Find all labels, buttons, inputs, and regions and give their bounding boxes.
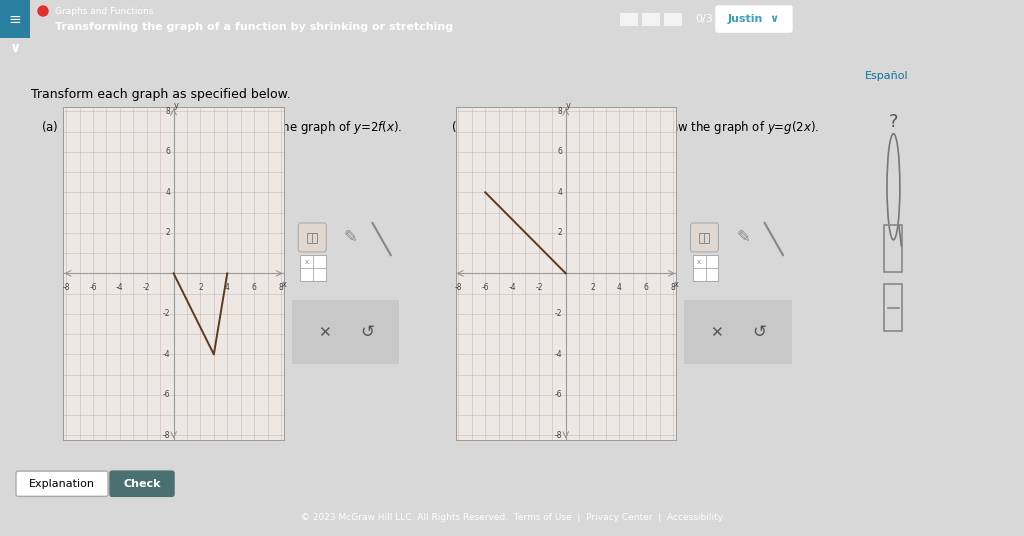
Text: ✕: ✕ [317,325,331,340]
Text: Check: Check [123,479,161,489]
Bar [620,13,638,26]
Text: (b)  The graph of $y$=$g$($x$) is shown. Draw the graph of $y$=$g$(2$x$).: (b) The graph of $y$=$g$($x$) is shown. … [451,119,819,136]
Text: Transform each graph as specified below.: Transform each graph as specified below. [31,88,291,101]
Text: -6: -6 [89,284,97,293]
Text: ✕: ✕ [710,325,723,340]
FancyBboxPatch shape [110,471,174,496]
Text: x: x [282,280,287,289]
FancyBboxPatch shape [16,471,108,496]
Text: -2: -2 [163,309,170,318]
Text: ↺: ↺ [360,323,374,341]
Bar [885,225,902,272]
Text: x: x [674,280,679,289]
Text: 4: 4 [557,188,562,197]
Text: ↺: ↺ [753,323,766,341]
Text: -8: -8 [455,284,462,293]
Text: Español: Español [865,71,909,80]
Text: -8: -8 [163,431,170,440]
FancyBboxPatch shape [690,223,719,252]
Text: 8: 8 [671,284,676,293]
Bar [684,300,792,364]
Text: 6: 6 [644,284,649,293]
Text: ✎: ✎ [344,228,358,247]
Text: -4: -4 [163,350,170,359]
Bar [692,255,719,281]
Text: Explanation: Explanation [29,479,95,489]
Text: ∨: ∨ [10,41,22,55]
Text: -6: -6 [555,390,562,399]
Text: 8: 8 [279,284,284,293]
Bar [0,0,30,38]
Text: 6: 6 [165,147,170,157]
Circle shape [38,6,48,16]
Text: 6: 6 [252,284,257,293]
Text: Graphs and Functions: Graphs and Functions [55,6,154,16]
Text: 0/3: 0/3 [695,14,713,24]
Bar [664,13,682,26]
Bar [292,300,399,364]
Text: -4: -4 [508,284,516,293]
Text: ◫: ◫ [698,230,711,244]
Bar [300,255,327,281]
Text: -4: -4 [116,284,124,293]
FancyBboxPatch shape [298,223,327,252]
Text: y: y [566,101,571,110]
Text: -2: -2 [143,284,151,293]
Bar [885,284,902,331]
Text: Transforming the graph of a function by shrinking or stretching: Transforming the graph of a function by … [55,22,454,32]
Text: 2: 2 [590,284,595,293]
Text: Justin  ∨: Justin ∨ [728,14,780,24]
Text: 4: 4 [617,284,622,293]
Text: -6: -6 [163,390,170,399]
Text: ✎: ✎ [736,228,751,247]
Text: 4: 4 [165,188,170,197]
Text: y: y [174,101,179,110]
Text: -2: -2 [555,309,562,318]
Text: ?: ? [889,113,898,131]
Text: 8: 8 [166,107,170,116]
Text: 6: 6 [557,147,562,157]
Text: 2: 2 [166,228,170,237]
Text: 2: 2 [198,284,203,293]
Text: x: x [697,258,701,265]
Text: -2: -2 [536,284,543,293]
Text: -8: -8 [555,431,562,440]
Text: ◫: ◫ [306,230,318,244]
Text: (a)  The graph of $y$=$f$($x$) is shown. Draw the graph of $y$=2$f$($x$).: (a) The graph of $y$=$f$($x$) is shown. … [41,119,402,136]
Text: 8: 8 [558,107,562,116]
Text: ≡: ≡ [8,12,22,26]
Text: x: x [305,258,309,265]
Text: 4: 4 [225,284,229,293]
Text: -8: -8 [62,284,70,293]
Text: © 2023 McGraw Hill LLC. All Rights Reserved.  Terms of Use  |  Privacy Center  |: © 2023 McGraw Hill LLC. All Rights Reser… [301,513,723,522]
Text: 2: 2 [558,228,562,237]
Text: -6: -6 [481,284,489,293]
FancyBboxPatch shape [716,6,792,32]
Text: -4: -4 [555,350,562,359]
Bar [642,13,660,26]
